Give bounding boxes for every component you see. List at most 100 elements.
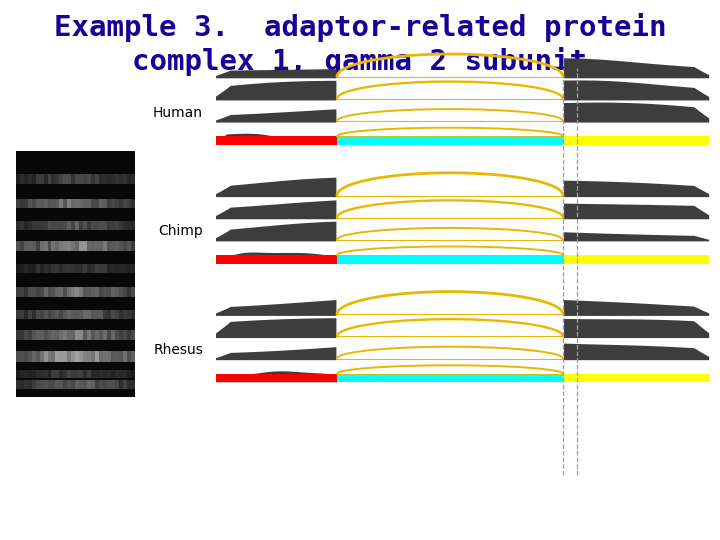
Bar bbox=[76, 330, 79, 340]
Bar bbox=[337, 136, 563, 145]
Bar bbox=[52, 330, 55, 340]
Bar bbox=[48, 370, 52, 378]
Bar bbox=[24, 370, 27, 378]
Bar bbox=[55, 221, 60, 230]
Bar bbox=[44, 287, 48, 297]
Bar bbox=[63, 287, 68, 297]
Bar bbox=[111, 380, 115, 389]
Bar bbox=[71, 264, 76, 273]
Bar bbox=[87, 287, 91, 297]
Polygon shape bbox=[564, 204, 709, 219]
Bar bbox=[16, 151, 135, 397]
Bar bbox=[103, 351, 107, 362]
Bar bbox=[68, 264, 71, 273]
Polygon shape bbox=[216, 318, 336, 338]
Bar bbox=[44, 174, 48, 184]
Bar bbox=[16, 199, 20, 208]
Polygon shape bbox=[564, 80, 709, 100]
Bar bbox=[68, 380, 71, 389]
Bar bbox=[48, 199, 52, 208]
Bar bbox=[24, 310, 27, 319]
Bar bbox=[119, 174, 123, 184]
Bar bbox=[87, 264, 91, 273]
Bar bbox=[95, 221, 99, 230]
Bar bbox=[40, 351, 44, 362]
Bar bbox=[87, 241, 91, 251]
Bar bbox=[52, 380, 55, 389]
Bar bbox=[27, 287, 32, 297]
Bar bbox=[107, 221, 111, 230]
Bar bbox=[55, 310, 60, 319]
Bar bbox=[131, 221, 135, 230]
Bar bbox=[20, 330, 24, 340]
Bar bbox=[91, 199, 95, 208]
Bar bbox=[122, 199, 127, 208]
Bar bbox=[16, 370, 20, 378]
Polygon shape bbox=[564, 180, 709, 197]
Bar bbox=[40, 241, 44, 251]
Bar bbox=[87, 370, 91, 378]
Bar bbox=[68, 351, 71, 362]
Bar bbox=[27, 310, 32, 319]
Bar bbox=[55, 264, 60, 273]
Bar bbox=[24, 241, 27, 251]
Bar bbox=[27, 221, 32, 230]
Bar bbox=[68, 287, 71, 297]
Bar bbox=[122, 370, 127, 378]
Bar bbox=[36, 287, 40, 297]
Bar bbox=[115, 370, 119, 378]
Bar bbox=[131, 264, 135, 273]
Bar bbox=[79, 241, 84, 251]
Bar bbox=[44, 310, 48, 319]
Bar bbox=[87, 310, 91, 319]
Bar bbox=[63, 330, 68, 340]
Bar bbox=[122, 174, 127, 184]
Polygon shape bbox=[564, 300, 709, 316]
Bar bbox=[131, 380, 135, 389]
Bar bbox=[27, 380, 32, 389]
Bar bbox=[20, 264, 24, 273]
Polygon shape bbox=[216, 372, 337, 382]
Bar bbox=[115, 310, 119, 319]
Bar bbox=[36, 310, 40, 319]
Bar bbox=[36, 330, 40, 340]
Bar bbox=[24, 330, 27, 340]
Bar bbox=[44, 241, 48, 251]
Bar bbox=[60, 351, 63, 362]
Bar bbox=[95, 264, 99, 273]
Bar bbox=[27, 241, 32, 251]
Bar bbox=[71, 380, 76, 389]
Bar bbox=[32, 241, 36, 251]
Bar bbox=[111, 174, 115, 184]
Bar bbox=[95, 351, 99, 362]
Bar bbox=[71, 174, 76, 184]
Bar bbox=[91, 174, 95, 184]
Bar bbox=[63, 174, 68, 184]
Bar bbox=[91, 380, 95, 389]
Polygon shape bbox=[564, 343, 709, 360]
Bar bbox=[16, 310, 20, 319]
Bar bbox=[40, 330, 44, 340]
Bar bbox=[68, 310, 71, 319]
Bar bbox=[107, 287, 111, 297]
Bar bbox=[60, 370, 63, 378]
Bar bbox=[91, 370, 95, 378]
Bar bbox=[131, 370, 135, 378]
Bar bbox=[127, 174, 131, 184]
Bar bbox=[71, 351, 76, 362]
Bar bbox=[216, 374, 337, 382]
Bar bbox=[32, 174, 36, 184]
Bar bbox=[24, 221, 27, 230]
Bar bbox=[36, 380, 40, 389]
Bar bbox=[127, 199, 131, 208]
Bar bbox=[24, 380, 27, 389]
Bar bbox=[115, 221, 119, 230]
Bar bbox=[32, 264, 36, 273]
Bar bbox=[131, 287, 135, 297]
Text: Rhesus: Rhesus bbox=[153, 343, 203, 357]
Bar bbox=[71, 241, 76, 251]
Bar bbox=[95, 330, 99, 340]
Bar bbox=[111, 221, 115, 230]
Bar bbox=[216, 136, 337, 145]
Bar bbox=[127, 221, 131, 230]
